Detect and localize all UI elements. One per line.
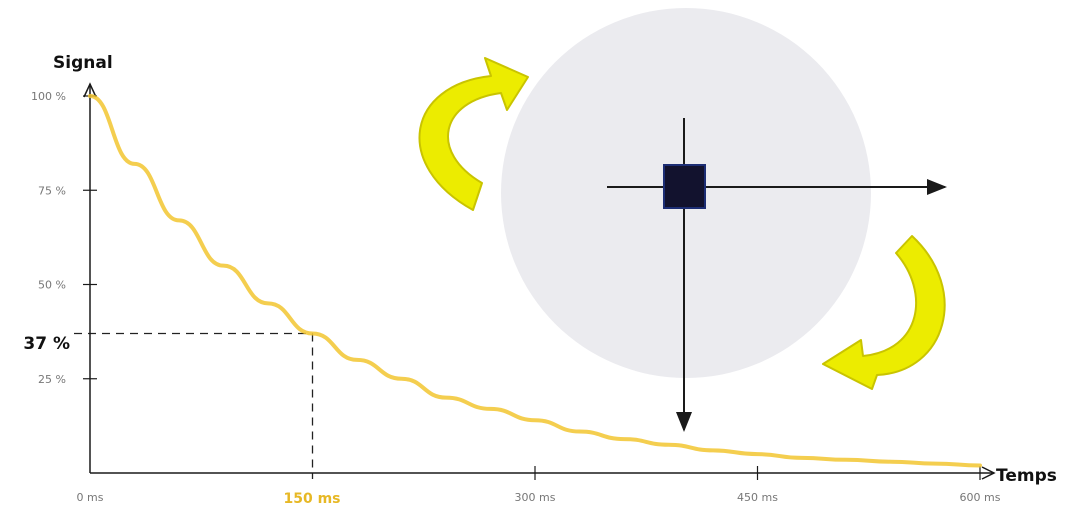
y-tick-label: 100 %: [31, 90, 66, 103]
tick-labels: 100 % 75 % 50 % 25 % 0 ms 300 ms 450 ms 600 ms: [31, 90, 1001, 504]
decay-curve: [88, 94, 982, 468]
highlight-x-label: 150 ms: [283, 491, 340, 507]
y-tick-label: 25 %: [38, 373, 66, 386]
rotation-arrow-top-icon: [418, 57, 529, 211]
y-axis-arrowhead: [83, 82, 97, 98]
x-axis-arrowhead: [981, 466, 996, 480]
y-tick-label: 50 %: [38, 279, 66, 292]
x-axis-title: Temps: [996, 466, 1057, 486]
axes: [83, 82, 996, 480]
x-tick-label: 450 ms: [737, 491, 778, 504]
signal-decay-chart: 100 %75 %50 %25 %0 ms 300 ms 450 ms 600 ms …: [23, 53, 1056, 507]
y-tick-label: 75 %: [38, 184, 66, 197]
x-tick-label: 0 ms: [77, 491, 104, 504]
highlight-y-label: 37 %: [23, 334, 70, 354]
x-tick-label: 600 ms: [960, 491, 1001, 504]
highlight-guides: [74, 332, 314, 479]
rotation-arrow-bottom-icon: [822, 235, 946, 390]
proton-square: [663, 164, 706, 209]
y-axis-title: Signal: [53, 53, 113, 73]
x-tick-label: 300 ms: [515, 491, 556, 504]
